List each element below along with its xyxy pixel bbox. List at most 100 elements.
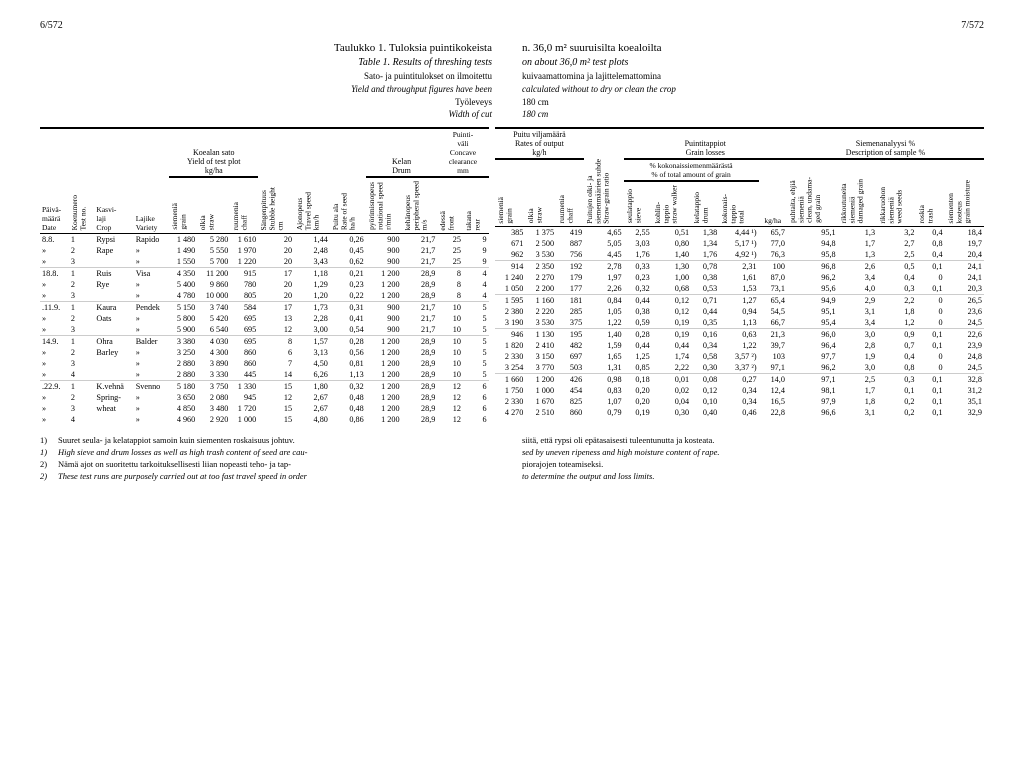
table-row: 3851 3754194,652,550,511,384,44 ¹)65,795… — [495, 227, 984, 239]
hdr-trash: roskia trash — [918, 203, 935, 225]
hdr-kgha: kg/ha — [759, 159, 787, 227]
cell: 3 — [69, 256, 95, 268]
cell: 4 030 — [197, 336, 230, 348]
table-row: 8.8.1RypsiRapido1 4805 2801 610201,440,2… — [40, 234, 489, 246]
cell: 0,23 — [330, 279, 366, 290]
cell: 28,9 — [402, 358, 438, 369]
cell: 1,40 — [584, 329, 623, 341]
cell: 3,0 — [838, 329, 877, 341]
cell: 0,83 — [584, 385, 623, 396]
cell: 1,20 — [294, 290, 330, 302]
cell: wheat — [94, 403, 133, 414]
cell: 4 350 — [169, 268, 197, 280]
cell: 12,4 — [759, 385, 787, 396]
cell: 97,1 — [759, 362, 787, 374]
cell: Rypsi — [94, 234, 133, 246]
cell: 825 — [556, 396, 584, 407]
cell: 21,7 — [402, 313, 438, 324]
cell: 5 — [463, 336, 489, 348]
cell: » — [134, 256, 170, 268]
cell: 20,4 — [945, 249, 984, 261]
cell: 96,6 — [787, 407, 838, 418]
cell: 10 — [437, 347, 463, 358]
cell: 4 960 — [169, 414, 197, 425]
cell: 17 — [258, 268, 294, 280]
cell: 2 220 — [525, 306, 556, 317]
cell: 385 — [495, 227, 526, 239]
cell: Rapido — [134, 234, 170, 246]
cell: 7 — [258, 358, 294, 369]
cell: 8 — [437, 290, 463, 302]
cell: 2,22 — [652, 362, 691, 374]
cell: 0,1 — [916, 261, 944, 273]
hdr-grain: siemeniä grain — [171, 201, 188, 232]
cell: 2 330 — [495, 396, 526, 407]
cell: Spring- — [94, 392, 133, 403]
cell: 32,8 — [945, 374, 984, 386]
cell: 5,17 ¹) — [719, 238, 758, 249]
cell: 4,44 ¹) — [719, 227, 758, 239]
cell: 2,2 — [877, 295, 916, 307]
cell: » — [134, 290, 170, 302]
cell: 1 200 — [525, 374, 556, 386]
cell: 25 — [437, 245, 463, 256]
cell: 5,05 — [584, 238, 623, 249]
cell: 5 — [463, 369, 489, 381]
cell: 28,9 — [402, 392, 438, 403]
cell: 177 — [556, 283, 584, 295]
table-row: 1 0502 2001772,260,320,680,531,5373,195,… — [495, 283, 984, 295]
cell: 4,80 — [294, 414, 330, 425]
cell: 3,43 — [294, 256, 330, 268]
cell: 95,1 — [787, 306, 838, 317]
cell: 2 410 — [525, 340, 556, 351]
table-row: 3 1903 5303751,220,590,190,351,1366,795,… — [495, 317, 984, 329]
cell: » — [40, 290, 69, 302]
cell: » — [134, 403, 170, 414]
cell: 3 — [69, 290, 95, 302]
width-label-en: Width of cut — [40, 108, 492, 121]
cell: 1,38 — [691, 227, 719, 239]
page-ref-left: 6/572 — [40, 20, 63, 31]
cell: 5 800 — [169, 313, 197, 324]
cell: 25 — [437, 234, 463, 246]
cell: 179 — [556, 272, 584, 283]
cell: 2,67 — [294, 392, 330, 403]
cell: 0,08 — [691, 374, 719, 386]
cell: Rye — [94, 279, 133, 290]
cell: 95,4 — [787, 317, 838, 329]
table-row: »2Rye»5 4009 860780201,290,231 20028,984 — [40, 279, 489, 290]
cell: » — [40, 358, 69, 369]
cell: 2,6 — [838, 261, 877, 273]
cell: 962 — [495, 249, 526, 261]
cell: 195 — [556, 329, 584, 341]
cell: » — [40, 256, 69, 268]
cell: 0,34 — [719, 385, 758, 396]
cell: 23,9 — [945, 340, 984, 351]
cell: 0,86 — [330, 414, 366, 425]
cell: 584 — [230, 302, 258, 314]
cell: 28,9 — [402, 279, 438, 290]
cell: 0,41 — [330, 313, 366, 324]
cell: 14 — [258, 369, 294, 381]
cell: 0,58 — [691, 351, 719, 362]
cell: 3 530 — [525, 249, 556, 261]
cell: 96,8 — [787, 261, 838, 273]
cell: 66,7 — [759, 317, 787, 329]
cell: 6 540 — [197, 324, 230, 336]
cell: 3 770 — [525, 362, 556, 374]
table-subtitle: Table 1. Results of threshing tests — [40, 56, 492, 70]
cell: 1 660 — [495, 374, 526, 386]
hdr-rot: pyörimisnopeus rotational speed r/min — [368, 180, 393, 232]
cell: 0,12 — [652, 306, 691, 317]
cell: 1,97 — [584, 272, 623, 283]
hdr-drumloss: kelatappio drum — [693, 190, 710, 225]
cell: 1 330 — [230, 381, 258, 393]
table-row: »3»5 9006 540695123,000,5490021,7105 — [40, 324, 489, 336]
cell: 1,13 — [330, 369, 366, 381]
cell: 3 150 — [525, 351, 556, 362]
cell: 0 — [916, 351, 944, 362]
cell: 0,79 — [584, 407, 623, 418]
cell: 2 270 — [525, 272, 556, 283]
cell: 756 — [556, 249, 584, 261]
cell: 181 — [556, 295, 584, 307]
